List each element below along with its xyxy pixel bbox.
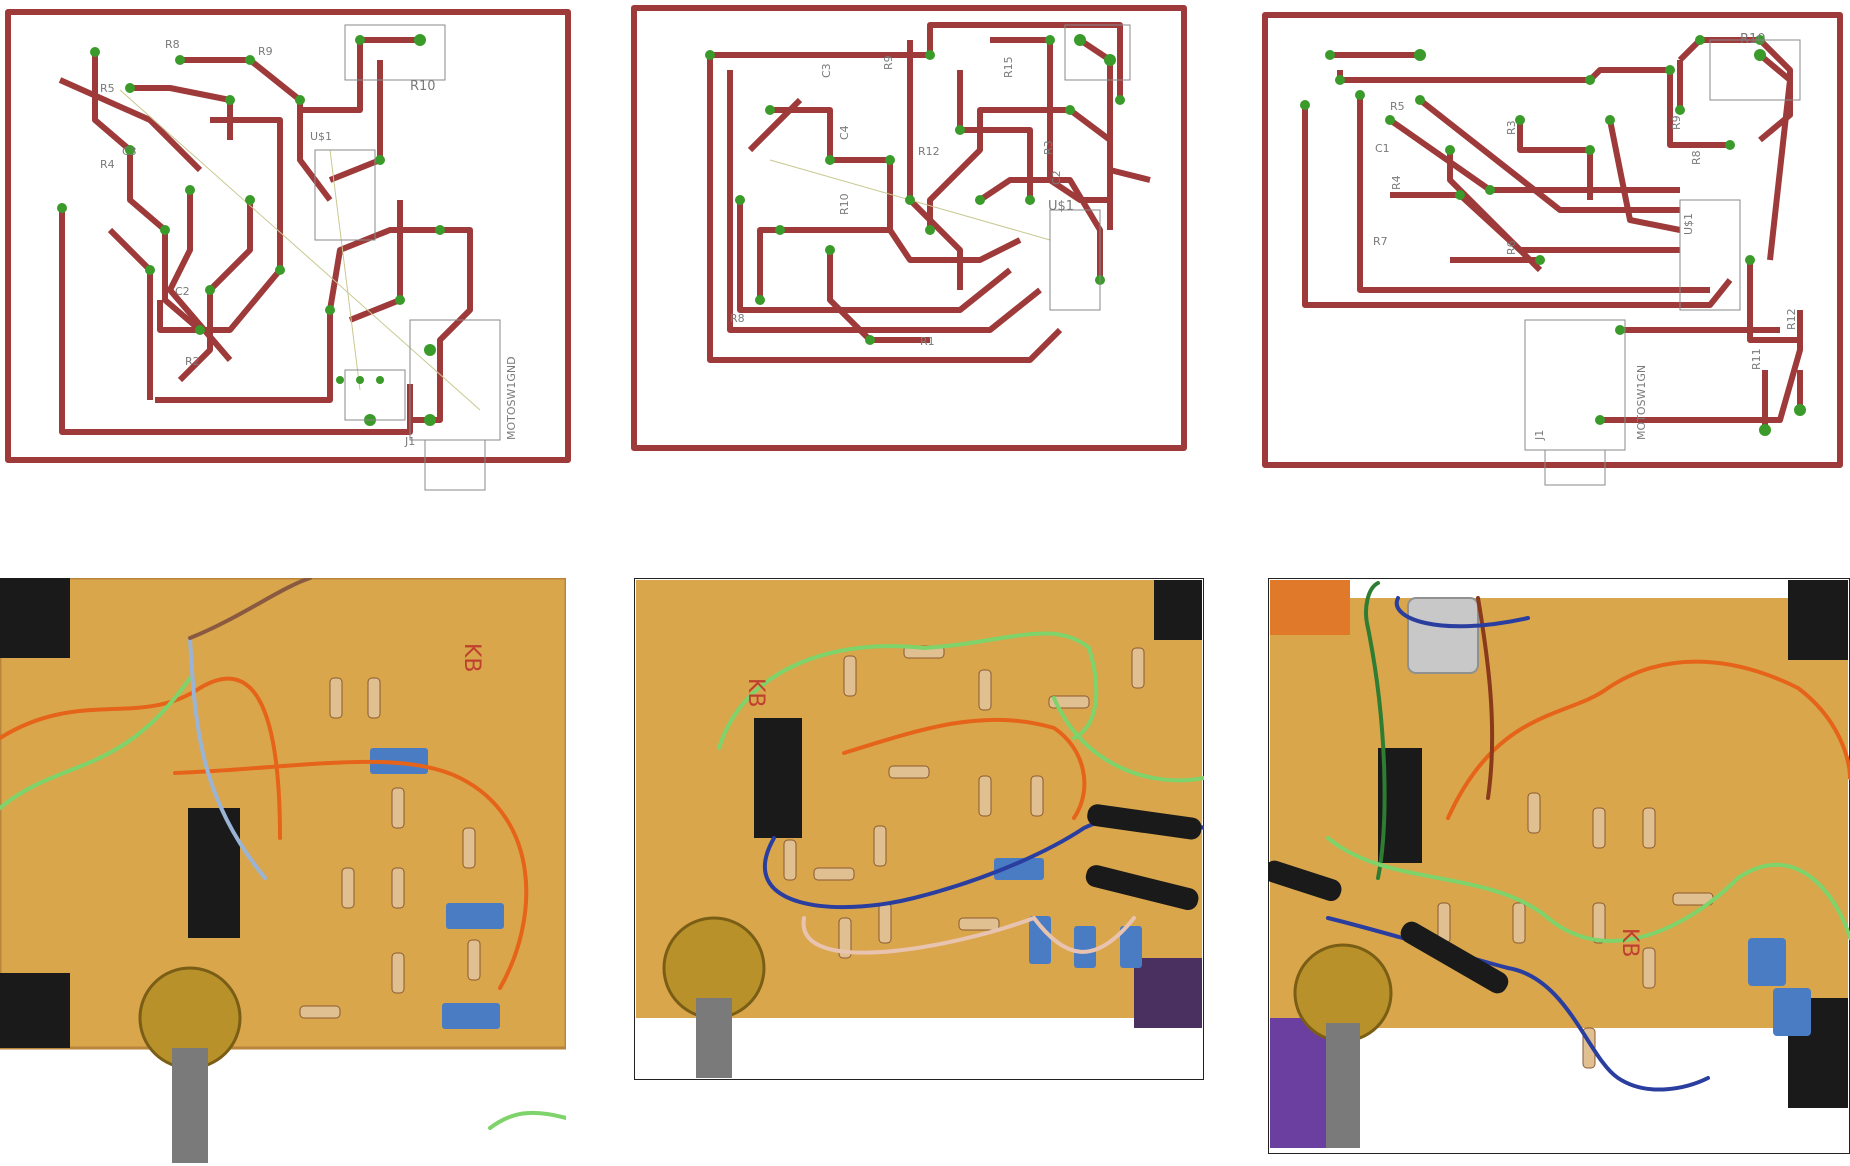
label-r15: R15: [1002, 56, 1015, 78]
label-u1: U$1: [310, 130, 332, 143]
capacitor: [1748, 938, 1786, 986]
board-photo-1: KB: [0, 578, 566, 1166]
label-r5: R5: [1390, 100, 1405, 113]
capacitor: [1074, 926, 1096, 968]
label-r8: R8: [165, 38, 180, 51]
label-r4: R4: [1390, 175, 1403, 190]
pushbutton-switch: [1407, 597, 1479, 674]
potentiometer-shaft: [696, 998, 732, 1078]
board-marking: KB: [1617, 928, 1642, 958]
capacitor: [994, 858, 1044, 880]
board-photo-3: KB: [1268, 578, 1850, 1154]
board-outline: [1262, 12, 1843, 468]
label-r2: R2: [185, 355, 200, 368]
label-motor-switch: MOTOSW1GN: [1635, 365, 1648, 440]
capacitor: [1773, 988, 1811, 1036]
label-r11: R11: [1750, 348, 1763, 370]
label-r9: R9: [258, 45, 273, 58]
label-r8: R8: [730, 312, 745, 325]
label-r10: R10: [838, 193, 851, 215]
label-j1: J1: [404, 435, 415, 448]
label-r3: R3: [1505, 120, 1518, 135]
label-r3: R3: [1042, 140, 1055, 155]
board-photo-2: KB: [634, 578, 1204, 1080]
potentiometer-shaft: [1326, 1023, 1360, 1148]
label-c4: C4: [838, 125, 851, 140]
capacitor: [446, 903, 504, 929]
pcb-layout-1-drawing: R10 R9 R8 R5 R4 C3 U$1 R2 C2 J1 MOTOSW1G…: [5, 9, 571, 491]
label-r12: R12: [918, 145, 940, 158]
capacitor: [370, 748, 428, 774]
label-c3: C3: [820, 63, 833, 78]
label-r10: R10: [1740, 32, 1766, 47]
pcb-layout-3-drawing: R10 R5 C1 R4 R3 R9 R8 R7 R6 U$1 R11 R12 …: [1262, 12, 1843, 486]
label-r1: R1: [920, 335, 935, 348]
capacitor: [1029, 916, 1051, 964]
board-photo-2-drawing: KB: [634, 578, 1204, 1080]
board-outline: [631, 5, 1187, 451]
ic-chip: [754, 718, 802, 838]
board-marking: KB: [459, 643, 484, 673]
capacitor: [1120, 926, 1142, 968]
board-marking: KB: [743, 678, 768, 708]
label-r10: R10: [410, 79, 436, 94]
pcb-layout-2: R9 C3 C4 R15 R12 R10 R3 U$1 R8 C2 R1: [630, 0, 1190, 470]
board-photo-3-drawing: KB: [1268, 578, 1850, 1154]
label-r9: R9: [1670, 115, 1683, 130]
label-c3: C3: [122, 145, 137, 158]
binder-clip: [1154, 580, 1202, 640]
label-motor-switch: MOTOSW1GND: [505, 356, 518, 440]
board-photo-1-drawing: KB: [0, 578, 566, 1166]
binder-clip: [1270, 580, 1350, 635]
label-u1: U$1: [1682, 213, 1695, 235]
capacitor: [442, 1003, 500, 1029]
label-c2: C2: [1050, 170, 1063, 185]
label-r9: R9: [882, 55, 895, 70]
pcb-layout-1: R10 R9 R8 R5 R4 C3 U$1 R2 C2 J1 MOTOSW1G…: [0, 0, 580, 500]
label-c1: C1: [1375, 142, 1390, 155]
binder-clip: [1270, 1018, 1330, 1148]
label-r5: R5: [100, 82, 115, 95]
binder-clip: [0, 578, 70, 658]
label-j1: J1: [1533, 430, 1546, 441]
binder-clip: [1134, 958, 1202, 1028]
label-u1: U$1: [1048, 199, 1074, 214]
board-outline: [5, 9, 571, 463]
binder-clip: [1788, 580, 1848, 660]
label-r12: R12: [1785, 308, 1798, 330]
label-r7: R7: [1373, 235, 1388, 248]
label-c2: C2: [175, 285, 190, 298]
binder-clip: [0, 973, 70, 1048]
pcb-layout-3: R10 R5 C1 R4 R3 R9 R8 R7 R6 U$1 R11 R12 …: [1260, 0, 1850, 500]
label-r6: R6: [1505, 240, 1518, 255]
label-r4: R4: [100, 158, 115, 171]
label-r8: R8: [1690, 150, 1703, 165]
pcb-layout-2-drawing: R9 C3 C4 R15 R12 R10 R3 U$1 R8 C2 R1: [631, 5, 1187, 451]
potentiometer-shaft: [172, 1048, 208, 1163]
